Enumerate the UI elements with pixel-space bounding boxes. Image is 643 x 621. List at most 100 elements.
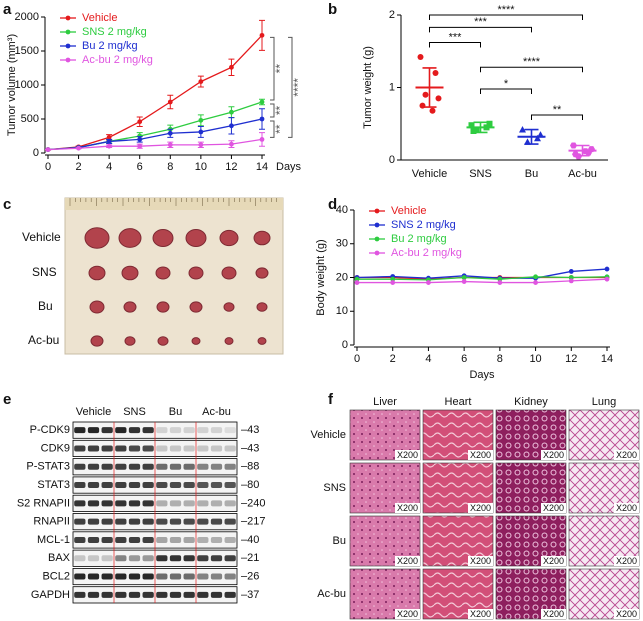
blot-band <box>224 427 236 434</box>
kda-label: –26 <box>241 570 259 582</box>
tumor <box>123 301 137 313</box>
group-label: Vehicle <box>76 406 111 418</box>
tumor <box>255 267 269 279</box>
blot-band <box>87 555 100 562</box>
legend-label: Ac-bu 2 mg/kg <box>82 54 153 66</box>
blot-band <box>183 518 195 525</box>
panel-label: b <box>328 1 337 18</box>
column-label: Kidney <box>514 396 548 408</box>
data-point <box>198 79 204 84</box>
data-point <box>426 280 431 285</box>
blot-band <box>197 445 209 452</box>
significance-bracket <box>429 26 532 33</box>
magnification-box <box>614 503 639 513</box>
magnification-label: X200 <box>397 556 418 566</box>
x-tick-label: 14 <box>256 161 268 173</box>
panel-label: c <box>3 196 11 213</box>
data-point <box>167 99 173 105</box>
blot-band <box>87 427 100 434</box>
data-point <box>137 143 143 149</box>
blot-band <box>156 500 168 507</box>
blot-band <box>101 555 113 562</box>
blot-band <box>224 463 236 470</box>
blot-band <box>183 482 195 489</box>
kda-label: –240 <box>241 497 265 509</box>
x-tick-label: 2 <box>76 161 82 173</box>
significance-label: **** <box>523 56 541 68</box>
magnification-box <box>395 556 420 566</box>
row-label: Ac-bu <box>317 588 346 600</box>
blot-band <box>115 427 127 434</box>
blot-band <box>101 500 113 507</box>
data-point <box>167 130 173 136</box>
blot-band <box>128 500 141 507</box>
column-label: Lung <box>592 396 616 408</box>
blot-band <box>128 445 141 452</box>
magnification-box <box>468 556 493 566</box>
blot-band <box>210 555 223 562</box>
x-tick-label: 10 <box>195 161 207 173</box>
x-tick-label: Ac-bu <box>568 168 597 180</box>
tumor <box>219 229 239 247</box>
kda-label: –217 <box>241 516 265 528</box>
error-bar <box>473 121 488 134</box>
blot-band <box>210 573 223 580</box>
data-point <box>259 116 265 122</box>
blot-band <box>169 555 182 562</box>
tumor <box>253 230 271 246</box>
magnification-box <box>468 503 493 513</box>
blot-band <box>115 500 127 507</box>
blot-band <box>183 536 195 543</box>
blot-band <box>169 427 182 434</box>
blot-band <box>101 573 113 580</box>
group-label: SNS <box>123 406 146 418</box>
blot-band <box>210 445 223 452</box>
kda-label: –37 <box>241 589 259 601</box>
significance-label: *** <box>449 31 463 43</box>
kda-label: –40 <box>241 534 259 546</box>
magnification-box <box>614 450 639 460</box>
data-point <box>198 142 204 148</box>
row-label: P-CDK9 <box>30 424 70 436</box>
x-tick-label: 4 <box>106 161 112 173</box>
blot-band <box>115 482 127 489</box>
significance-bracket <box>531 114 583 121</box>
tumor <box>121 265 139 281</box>
significance-label: ** <box>273 64 287 74</box>
y-tick-label: 30 <box>336 238 348 250</box>
tumor <box>152 229 174 247</box>
blot-band <box>197 591 209 598</box>
panel-label: f <box>328 391 334 408</box>
data-point <box>198 117 204 123</box>
data-point <box>259 99 265 105</box>
row-label: Bu <box>333 535 346 547</box>
magnification-box <box>541 609 566 619</box>
blot-band <box>224 445 236 452</box>
tumor <box>90 335 104 347</box>
blot-band <box>115 536 127 543</box>
blot-band <box>142 518 154 525</box>
blot-band <box>183 500 195 507</box>
blot-band <box>210 591 223 598</box>
blot-band <box>224 482 236 489</box>
blot-band <box>169 573 182 580</box>
row-label: GAPDH <box>31 589 70 601</box>
y-tick-label: 2000 <box>15 11 39 23</box>
magnification-box <box>395 503 420 513</box>
blot-band <box>224 536 236 543</box>
blot-band <box>197 500 209 507</box>
blot-band <box>74 445 86 452</box>
data-point <box>229 141 234 147</box>
blot-band <box>128 555 141 562</box>
blot-band <box>197 573 209 580</box>
y-tick-label: 40 <box>336 204 348 216</box>
tumor <box>185 229 207 247</box>
error-bar <box>524 128 539 145</box>
data-point <box>229 109 234 115</box>
data-point <box>486 120 493 127</box>
row-label: BAX <box>48 552 71 564</box>
x-tick-label: 12 <box>225 161 237 173</box>
y-tick-label: 0 <box>342 339 348 351</box>
tumor <box>84 227 110 249</box>
magnification-box <box>541 556 566 566</box>
